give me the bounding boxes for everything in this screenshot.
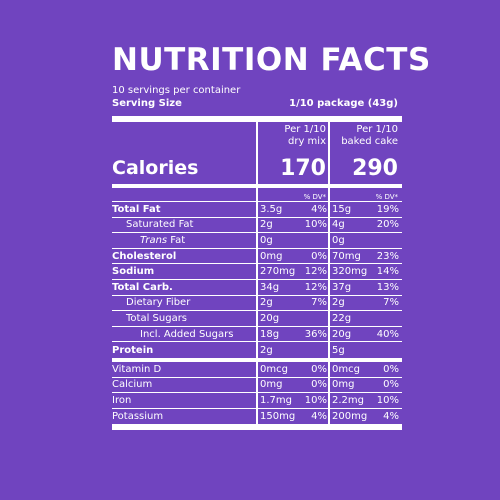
dry-dv-value: 36% [304, 328, 327, 340]
dry-value: 270mg [260, 266, 296, 278]
baked-value: 200mg [332, 411, 368, 423]
baked-value: 2g [332, 297, 345, 309]
table-row: Potassium 150mg 4% 200mg 4% [112, 409, 402, 425]
baked-value: 70mg [332, 250, 361, 262]
baked-value: 5g [332, 344, 345, 356]
column-divider-1 [256, 361, 258, 425]
nutrient-name: Total Carb. [112, 281, 173, 293]
column-divider-2 [328, 188, 330, 358]
divider-vitamins [112, 357, 402, 362]
vitamin-table: Vitamin D 0mcg 0% 0mcg 0% Calcium 0mg 0% 0mg 0% Ir… [112, 361, 402, 425]
column-divider-1 [256, 188, 258, 358]
nutrient-name: Dietary Fiber [126, 297, 191, 309]
baked-dv-value: 40% [376, 328, 399, 340]
nutrient-name: Total Fat [112, 203, 161, 215]
dry-dv-value: 10% [304, 394, 327, 406]
nutrition-grid: Per 1/10 dry mix Per 1/10 baked cake Cal… [112, 122, 402, 184]
nutrition-facts-panel: NUTRITION FACTS 10 servings per containe… [112, 40, 431, 431]
nutrient-name: Total Sugars [126, 312, 188, 324]
baked-dv-value: 0% [383, 379, 399, 391]
baked-dv-value: 23% [376, 250, 399, 262]
dry-dv-value: 0% [311, 363, 327, 375]
dry-value: 2g [260, 219, 273, 231]
column-headers: Per 1/10 dry mix Per 1/10 baked cake [112, 122, 402, 152]
dry-value: 150mg [260, 411, 296, 423]
nutrient-name: Potassium [112, 411, 164, 423]
column-divider-2 [328, 122, 330, 184]
serving-size-row: Serving Size 1/10 package (43g) [112, 97, 402, 110]
dry-dv-value: 10% [304, 219, 327, 231]
serving-size-label: Serving Size [112, 98, 182, 109]
baked-dv-value: 14% [376, 266, 399, 278]
dry-value: 0g [260, 234, 273, 246]
dry-value: 2g [260, 297, 273, 309]
calories-baked: 290 [352, 155, 398, 181]
baked-value: 320mg [332, 266, 368, 278]
nutrient-name: Iron [112, 394, 132, 406]
baked-dv-value: 0% [383, 363, 399, 375]
dry-dv-value: 0% [311, 250, 327, 262]
baked-dv-value: 7% [383, 297, 399, 309]
nutrient-table: % DV* % DV* Total Fat 3.5g 4% 15g 19% Saturat… [112, 188, 402, 358]
baked-value: 22g [332, 312, 352, 324]
baked-value: 0mg [332, 379, 355, 391]
dry-mix-header: Per 1/10 dry mix [284, 124, 326, 147]
dry-dv-value: 4% [311, 411, 327, 423]
table-row: Protein 2g 5g [112, 342, 402, 358]
nutrient-name: Trans Fat [140, 234, 186, 246]
nutrient-name: Sodium [112, 266, 155, 278]
divider-calories [112, 184, 402, 188]
baked-dv-value: 4% [383, 411, 399, 423]
dry-value: 1.7mg [260, 394, 292, 406]
servings-per-container: 10 servings per container [112, 85, 241, 96]
nutrient-name: Saturated Fat [126, 219, 194, 231]
column-divider-1 [256, 122, 258, 184]
dry-value: 18g [260, 328, 280, 340]
nutrient-name: Calcium [112, 379, 153, 391]
label-title: NUTRITION FACTS [112, 42, 431, 78]
dry-dv-value: 0% [311, 379, 327, 391]
dry-value: 0mg [260, 250, 283, 262]
baked-dv-value: 19% [376, 203, 399, 215]
baked-value: 20g [332, 328, 352, 340]
dry-value: 34g [260, 281, 280, 293]
column-divider-2 [328, 361, 330, 425]
dv-header-dry: % DV* [303, 193, 326, 201]
dry-dv-value: 4% [311, 203, 327, 215]
divider-thick [112, 116, 402, 122]
baked-value: 0g [332, 234, 345, 246]
divider-bottom [112, 424, 402, 431]
calories-row: Calories 170 290 [112, 152, 402, 184]
baked-value: 4g [332, 219, 345, 231]
baked-value: 2.2mg [332, 394, 364, 406]
dv-header-baked: % DV* [375, 193, 398, 201]
baked-dv-value: 10% [376, 394, 399, 406]
nutrient-name: Incl. Added Sugars [140, 328, 234, 340]
nutrient-name: Vitamin D [112, 363, 162, 375]
dry-value: 0mg [260, 379, 283, 391]
nutrient-name: Cholesterol [112, 250, 177, 262]
dry-dv-value: 7% [311, 297, 327, 309]
baked-value: 37g [332, 281, 352, 293]
dry-value: 0mcg [260, 363, 288, 375]
baked-value: 15g [332, 203, 352, 215]
calories-dry: 170 [280, 155, 326, 181]
dry-dv-value: 12% [304, 266, 327, 278]
calories-label: Calories [112, 157, 199, 179]
dry-dv-value: 12% [304, 281, 327, 293]
baked-dv-value: 20% [376, 219, 399, 231]
dry-value: 2g [260, 344, 273, 356]
baked-dv-value: 13% [376, 281, 399, 293]
dry-value: 3.5g [260, 203, 283, 215]
dry-value: 20g [260, 312, 280, 324]
serving-size-value: 1/10 package (43g) [289, 98, 398, 109]
baked-cake-header: Per 1/10 baked cake [341, 124, 398, 147]
baked-value: 0mcg [332, 363, 360, 375]
nutrient-name: Protein [112, 344, 154, 356]
